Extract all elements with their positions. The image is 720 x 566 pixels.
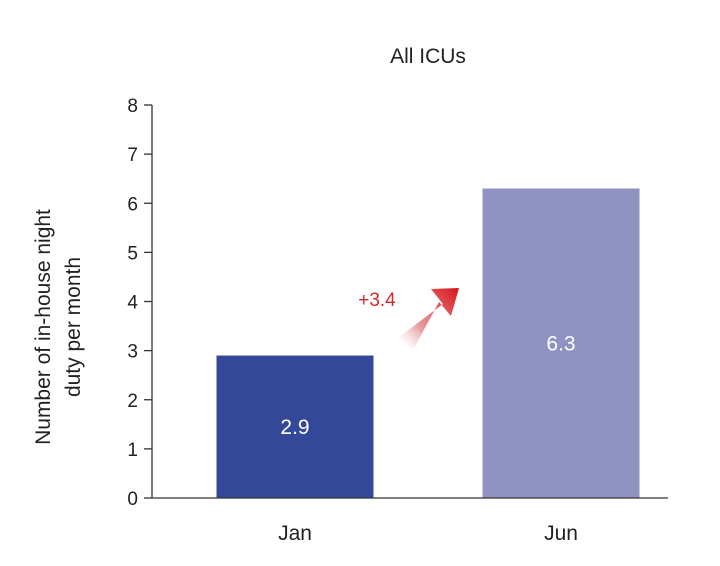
y-axis: 0 1 2 3 4 5 6 7 8	[127, 96, 668, 510]
y-tick-label: 1	[127, 440, 138, 461]
bar-jan	[216, 355, 374, 498]
y-tick-label: 8	[127, 96, 138, 117]
bar-value-label: 6.3	[546, 332, 575, 355]
change-annotation-label: +3.4	[358, 290, 396, 311]
y-axis-title: Number of in-house night duty per month	[32, 209, 85, 445]
chart-title: All ICUs	[390, 45, 466, 68]
bar-jun	[482, 188, 640, 498]
change-arrow-icon	[399, 288, 459, 350]
x-axis-labels: Jan Jun	[278, 522, 578, 545]
y-tick-label: 2	[127, 391, 138, 412]
bars-group: 2.9 6.3	[216, 188, 640, 498]
y-tick-label: 5	[127, 243, 138, 264]
y-tick-label: 7	[127, 145, 138, 166]
y-axis-title-line-1: Number of in-house night	[32, 209, 55, 445]
y-tick-label: 3	[127, 342, 138, 363]
y-tick-label: 6	[127, 194, 138, 215]
y-tick-label: 0	[127, 489, 138, 510]
x-tick-label: Jan	[278, 522, 312, 545]
x-tick-label: Jun	[544, 522, 578, 545]
y-axis-title-line-2: duty per month	[62, 257, 85, 397]
change-annotation: +3.4	[358, 288, 459, 350]
y-tick-label: 4	[127, 293, 138, 314]
bar-value-label: 2.9	[280, 416, 309, 439]
